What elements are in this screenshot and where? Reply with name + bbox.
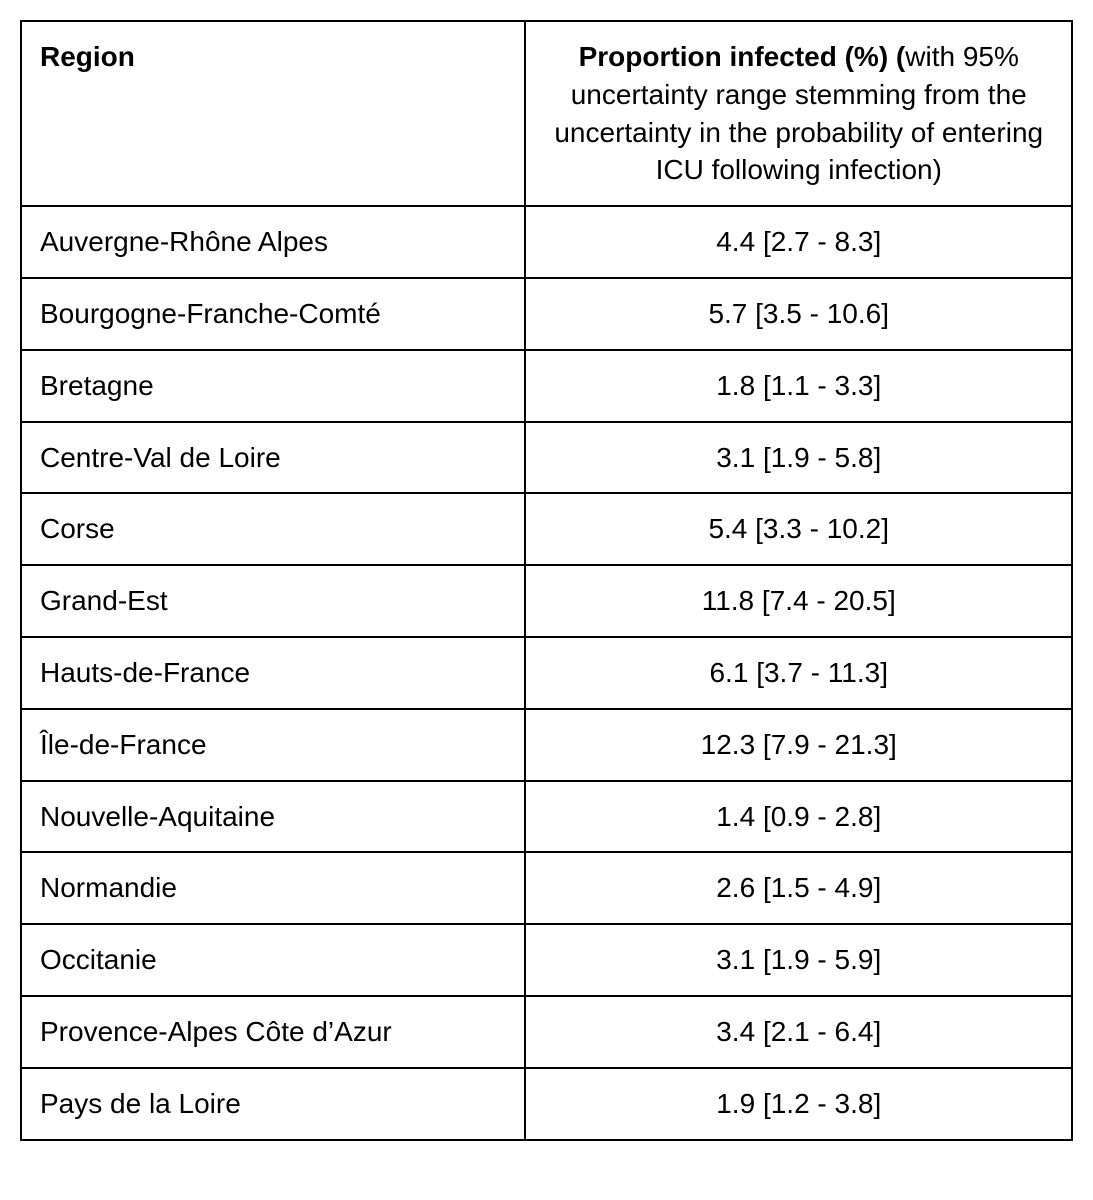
region-cell: Pays de la Loire [21,1068,525,1140]
value-cell: 4.4 [2.7 - 8.3] [525,206,1072,278]
region-cell: Île-de-France [21,709,525,781]
region-cell: Nouvelle-Aquitaine [21,781,525,853]
region-cell: Grand-Est [21,565,525,637]
value-cell: 2.6 [1.5 - 4.9] [525,852,1072,924]
region-cell: Centre-Val de Loire [21,422,525,494]
value-cell: 12.3 [7.9 - 21.3] [525,709,1072,781]
table-row: Pays de la Loire1.9 [1.2 - 3.8] [21,1068,1072,1140]
table-row: Centre-Val de Loire3.1 [1.9 - 5.8] [21,422,1072,494]
region-cell: Occitanie [21,924,525,996]
table-row: Occitanie3.1 [1.9 - 5.9] [21,924,1072,996]
region-cell: Auvergne-Rhône Alpes [21,206,525,278]
value-cell: 5.7 [3.5 - 10.6] [525,278,1072,350]
value-cell: 1.4 [0.9 - 2.8] [525,781,1072,853]
table-row: Auvergne-Rhône Alpes4.4 [2.7 - 8.3] [21,206,1072,278]
region-cell: Provence-Alpes Côte d’Azur [21,996,525,1068]
table-header-row: Region Proportion infected (%) (with 95%… [21,21,1072,206]
table-row: Normandie2.6 [1.5 - 4.9] [21,852,1072,924]
table-row: Bretagne1.8 [1.1 - 3.3] [21,350,1072,422]
infection-table: Region Proportion infected (%) (with 95%… [20,20,1073,1141]
region-cell: Bourgogne-Franche-Comté [21,278,525,350]
column-header-region: Region [21,21,525,206]
value-cell: 6.1 [3.7 - 11.3] [525,637,1072,709]
table-row: Provence-Alpes Côte d’Azur3.4 [2.1 - 6.4… [21,996,1072,1068]
value-cell: 1.9 [1.2 - 3.8] [525,1068,1072,1140]
value-cell: 3.1 [1.9 - 5.9] [525,924,1072,996]
table-row: Île-de-France12.3 [7.9 - 21.3] [21,709,1072,781]
infection-table-container: Region Proportion infected (%) (with 95%… [20,20,1073,1141]
value-cell: 1.8 [1.1 - 3.3] [525,350,1072,422]
table-row: Corse5.4 [3.3 - 10.2] [21,493,1072,565]
table-row: Nouvelle-Aquitaine1.4 [0.9 - 2.8] [21,781,1072,853]
column-header-proportion-bold: Proportion infected (%) ( [579,41,906,72]
table-row: Grand-Est11.8 [7.4 - 20.5] [21,565,1072,637]
column-header-proportion: Proportion infected (%) (with 95% uncert… [525,21,1072,206]
region-cell: Corse [21,493,525,565]
value-cell: 3.1 [1.9 - 5.8] [525,422,1072,494]
value-cell: 3.4 [2.1 - 6.4] [525,996,1072,1068]
value-cell: 5.4 [3.3 - 10.2] [525,493,1072,565]
value-cell: 11.8 [7.4 - 20.5] [525,565,1072,637]
table-row: Hauts-de-France6.1 [3.7 - 11.3] [21,637,1072,709]
region-cell: Normandie [21,852,525,924]
table-row: Bourgogne-Franche-Comté5.7 [3.5 - 10.6] [21,278,1072,350]
region-cell: Bretagne [21,350,525,422]
table-body: Auvergne-Rhône Alpes4.4 [2.7 - 8.3]Bourg… [21,206,1072,1139]
region-cell: Hauts-de-France [21,637,525,709]
